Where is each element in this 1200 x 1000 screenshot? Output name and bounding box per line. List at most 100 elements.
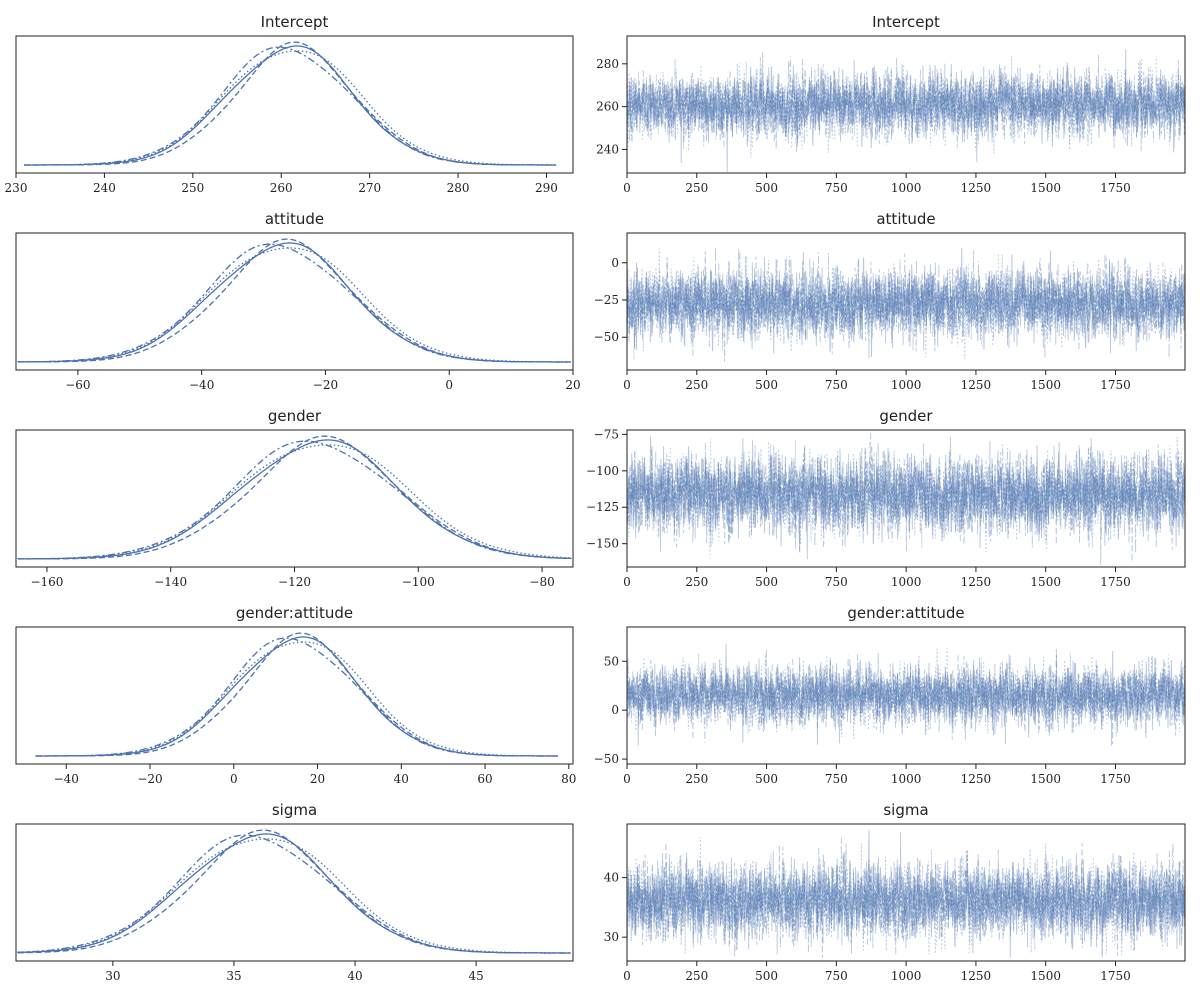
density-line-chain-3 [17,243,571,363]
density-line-chain-4 [17,247,571,363]
y-tick-label: −100 [586,464,619,478]
x-tick-label: 1750 [1100,378,1131,392]
trace-line-chain-1 [626,829,1186,958]
y-tick-label: 30 [604,930,619,944]
x-tick-label: 1250 [961,969,992,983]
y-tick-label: 280 [596,57,619,71]
x-tick-label: 750 [825,969,848,983]
gender-trace-panel: gender −150 −125 −100 −75 0 250 500 750 1000 1250 1… [586,407,1186,589]
intercept-trace-panel: Intercept 240 260 280 0 250 500 750 1000 1250 1500… [596,13,1186,195]
sigma-trace-panel: sigma 30 40 0 250 500 750 1000 1250 1500 1750 [604,801,1186,983]
y-tick-label: 0 [611,256,619,270]
intercept-posterior-panel: Intercept 230 240 250 260 270 280 290 [5,13,574,195]
density-line-chain-1 [24,45,557,166]
density-line-chain-2 [35,632,558,757]
attitude-posterior-panel: attitude −60 −40 −20 0 20 [15,210,581,392]
density-line-chain-3 [35,637,558,757]
trace-line-chain-3 [626,247,1186,359]
x-tick-label: 1000 [891,772,922,786]
x-tick-label: 1500 [1030,575,1061,589]
trace-line-chain-4 [626,648,1186,739]
x-tick-label: 0 [623,378,631,392]
x-tick-label: 250 [685,772,708,786]
y-tick-label: −125 [586,500,619,514]
x-tick-label: 1000 [891,181,922,195]
x-tick-label: 45 [468,969,483,983]
x-tick-label: 1500 [1030,969,1061,983]
density-line-chain-2 [18,238,571,363]
x-tick-label: 1250 [961,378,992,392]
density-line-chain-3 [17,834,571,954]
x-tick-label: 1750 [1100,181,1131,195]
x-tick-label: 1750 [1100,575,1131,589]
y-tick-label: 260 [596,100,619,114]
trace-line-chain-4 [626,55,1186,158]
x-tick-label: 80 [561,772,576,786]
x-tick-label: 250 [685,181,708,195]
panel-title: Intercept [261,13,329,31]
x-tick-label: 40 [347,969,362,983]
gender-attitude-posterior-panel: gender:attitude −40 −20 0 20 40 60 80 [15,604,576,786]
trace-line-chain-3 [626,433,1186,554]
x-tick-label: −120 [278,575,311,589]
panel-title: sigma [272,801,317,819]
x-tick-label: −20 [137,772,162,786]
x-tick-label: −160 [30,575,63,589]
trace-line-chain-2 [626,649,1186,745]
x-tick-label: 0 [623,181,631,195]
x-tick-label: −40 [54,772,79,786]
x-tick-label: 1250 [961,772,992,786]
trace-line-chain-2 [626,842,1186,959]
x-tick-label: −40 [189,378,214,392]
x-tick-label: −140 [154,575,187,589]
panel-title: gender [268,407,322,425]
density-line-chain-4 [17,838,571,954]
x-tick-label: 40 [394,772,409,786]
x-tick-label: 260 [270,181,293,195]
x-tick-label: −80 [529,575,554,589]
density-line-chain-4 [17,444,572,560]
y-tick-label: 240 [596,142,619,156]
x-tick-label: 250 [685,575,708,589]
x-tick-label: 250 [685,378,708,392]
trace-line-chain-2 [626,51,1186,153]
density-line-chain-4 [35,641,558,757]
panel-title: attitude [876,210,935,228]
x-tick-label: 750 [825,181,848,195]
x-tick-label: 35 [226,969,241,983]
x-tick-label: 1000 [891,378,922,392]
density-line-chain-1 [17,439,572,560]
x-tick-label: 500 [755,575,778,589]
x-tick-label: 1500 [1030,378,1061,392]
x-tick-label: 1500 [1030,181,1061,195]
x-tick-label: −20 [313,378,338,392]
trace-line-chain-1 [626,49,1186,172]
x-tick-label: 230 [5,181,28,195]
y-tick-label: 0 [611,703,619,717]
density-line-chain-2 [24,41,557,166]
x-tick-label: 240 [93,181,116,195]
panel-title: sigma [883,801,928,819]
x-tick-label: 1250 [961,575,992,589]
x-tick-label: 20 [565,378,580,392]
x-tick-label: 1000 [891,575,922,589]
x-tick-label: −100 [402,575,435,589]
trace-line-chain-1 [626,435,1186,560]
x-tick-label: 0 [623,772,631,786]
axes-frame [15,35,574,174]
y-tick-label: 40 [604,871,619,885]
sigma-posterior-panel: sigma 30 35 40 45 [15,801,574,983]
x-tick-label: 30 [105,969,120,983]
gender-posterior-panel: gender −160 −140 −120 −100 −80 [15,407,574,589]
y-tick-label: −150 [586,537,619,551]
trace-line-chain-3 [626,648,1186,743]
x-tick-label: 500 [755,969,778,983]
x-tick-label: 500 [755,378,778,392]
y-tick-label: −75 [594,427,619,441]
trace-line-chain-1 [626,643,1186,746]
x-tick-label: 0 [623,969,631,983]
density-line-chain-3 [24,46,557,166]
x-tick-label: 60 [477,772,492,786]
axes-frame [15,823,574,962]
density-line-chain-2 [17,829,571,954]
